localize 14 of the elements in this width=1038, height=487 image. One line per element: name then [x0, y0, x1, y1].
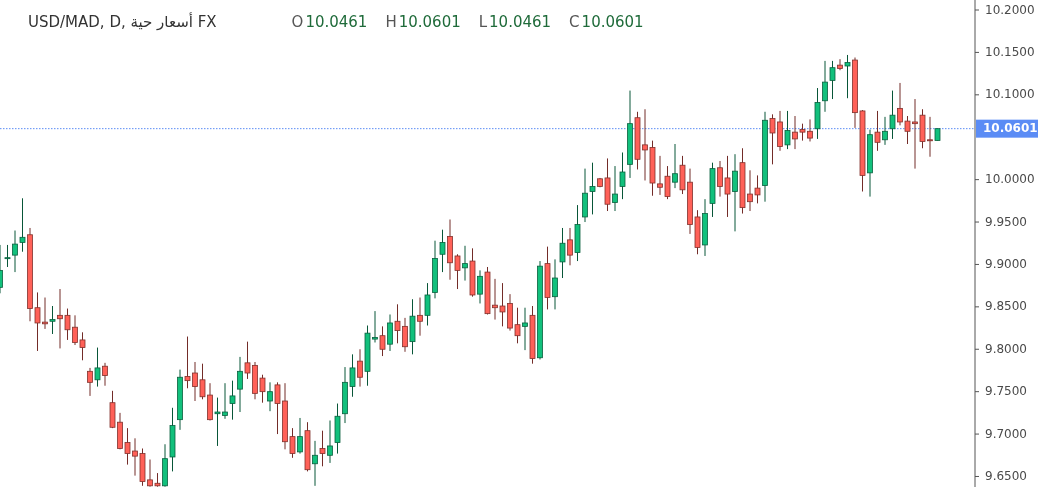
y-tick-label: 10.0000 [985, 172, 1035, 187]
y-tick-label: 9.9000 [985, 256, 1027, 271]
y-tick-label: 9.7500 [985, 384, 1027, 399]
annotation: L10.0461 [478, 13, 552, 31]
y-tick-label: 9.8500 [985, 299, 1027, 314]
y-tick-label: 10.1000 [985, 87, 1035, 102]
y-tick-label: 9.7000 [985, 426, 1027, 441]
y-tick-label: 9.8000 [985, 341, 1027, 356]
text: USD/MAD, D, أسعار حية FX [28, 12, 217, 31]
y-tick-label: 9.9500 [985, 214, 1027, 229]
y-tick-label: 10.1500 [985, 44, 1035, 59]
y-tick-label: 10.2000 [985, 2, 1035, 17]
ref-line-label: 10.0601 [983, 121, 1038, 136]
y-tick-label: 9.6500 [985, 468, 1027, 483]
